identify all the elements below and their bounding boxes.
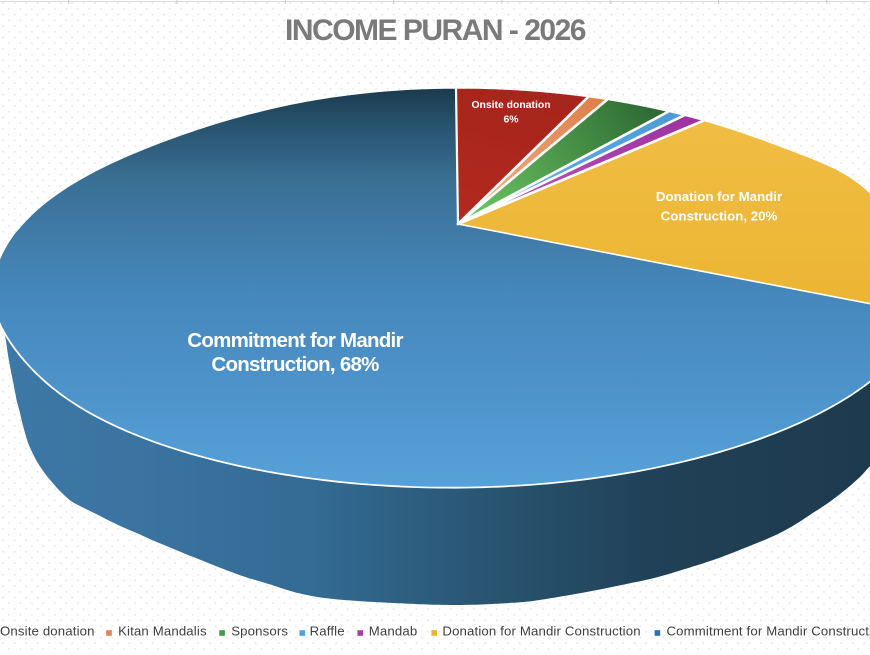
- svg-text:Kitan Mandalis: Kitan Mandalis: [118, 623, 207, 638]
- svg-text:Construction, 68%: Construction, 68%: [211, 353, 379, 376]
- svg-text:Sponsors: Sponsors: [231, 623, 288, 638]
- svg-text:Donation for Mandir: Donation for Mandir: [656, 189, 782, 204]
- svg-text:Donation for Mandir Constructi: Donation for Mandir Construction: [442, 623, 640, 638]
- svg-text:Raffle: Raffle: [310, 623, 345, 638]
- svg-text:Onsite donation: Onsite donation: [471, 100, 550, 111]
- svg-text:Mandab: Mandab: [369, 623, 418, 638]
- svg-text:Commitment for Mandir Construc: Commitment for Mandir Construction: [667, 623, 870, 638]
- svg-text:INCOME PURAN - 2026: INCOME PURAN - 2026: [285, 14, 586, 47]
- svg-text:6%: 6%: [503, 115, 518, 126]
- svg-text:Commitment for Mandir: Commitment for Mandir: [187, 329, 403, 352]
- svg-text:Onsite donation: Onsite donation: [0, 623, 95, 638]
- svg-text:Construction, 20%: Construction, 20%: [661, 209, 778, 224]
